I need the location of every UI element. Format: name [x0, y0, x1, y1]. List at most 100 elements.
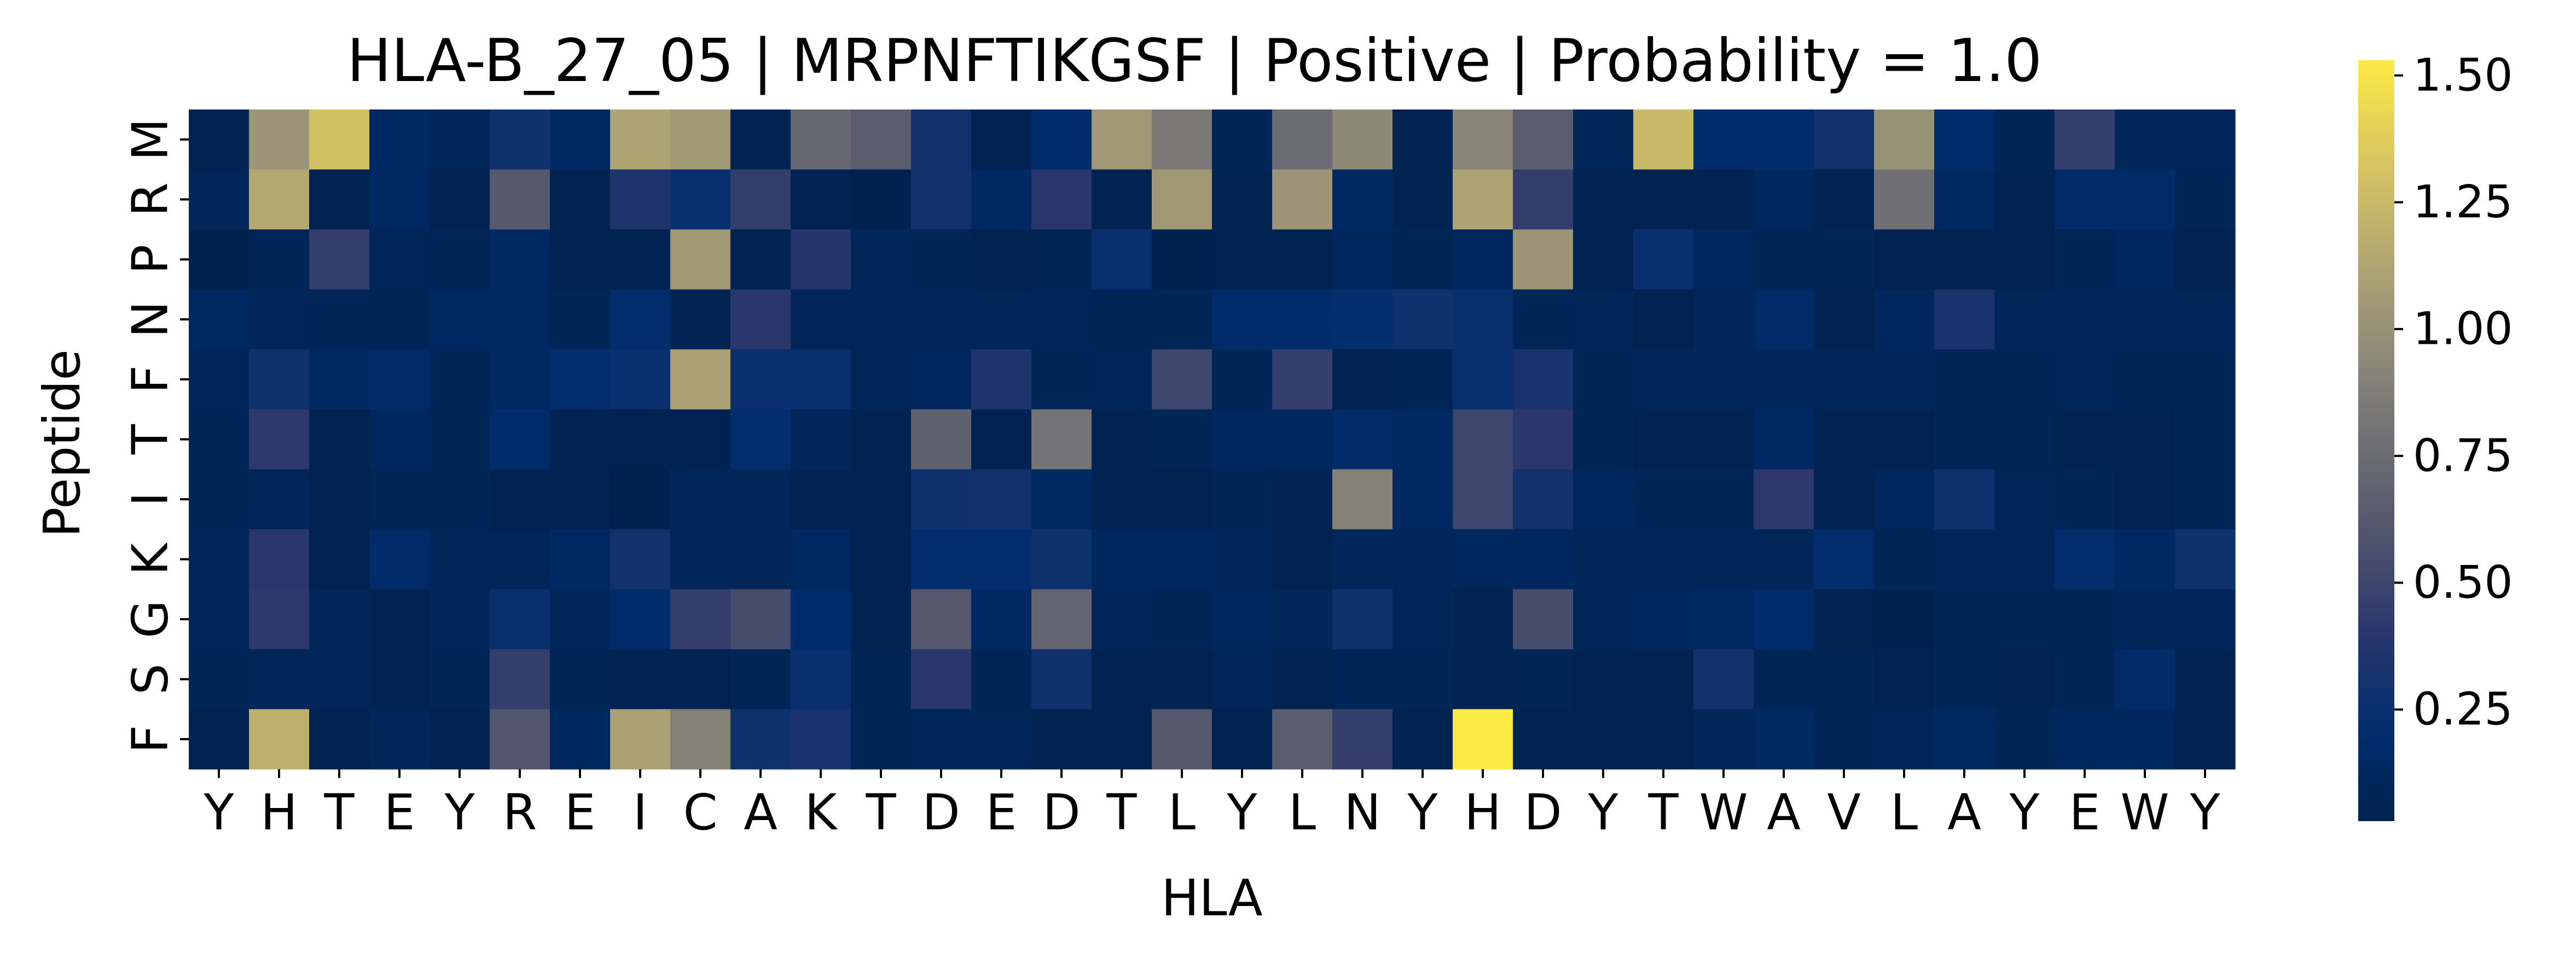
x-tick-label: W — [1699, 784, 1748, 841]
heatmap-cell-N3-A29 — [1934, 289, 1995, 350]
x-tick-label: H — [1464, 784, 1501, 841]
heatmap-cell-I6-T11 — [851, 469, 912, 530]
heatmap-cell-F4-Y20 — [1393, 349, 1453, 410]
heatmap-cell-M0-E3 — [369, 109, 430, 170]
heatmap-cell-S9-E6 — [550, 649, 611, 710]
heatmap-cell-K7-L16 — [1152, 529, 1212, 590]
x-tick-label: R — [503, 784, 537, 841]
heatmap-cell-I6-A29 — [1934, 469, 1995, 530]
heatmap-cell-P2-L28 — [1874, 229, 1935, 290]
heatmap-cell-F10-H21 — [1453, 709, 1513, 770]
heatmap-cell-S9-E13 — [971, 649, 1032, 710]
heatmap-cell-I6-E3 — [369, 469, 430, 530]
heatmap-cell-P2-W32 — [2115, 229, 2175, 290]
heatmap-cell-P2-Y20 — [1393, 229, 1453, 290]
heatmap-cell-N3-Y0 — [189, 289, 250, 350]
heatmap-cell-F4-E3 — [369, 349, 430, 410]
heatmap-cell-M0-Y0 — [189, 109, 250, 170]
heatmap-cell-K7-H1 — [249, 529, 310, 590]
heatmap-cell-N3-W25 — [1693, 289, 1754, 350]
heatmap-cell-N3-Y20 — [1393, 289, 1453, 350]
heatmap-cells — [189, 109, 2236, 770]
heatmap-cell-F10-Y23 — [1573, 709, 1634, 770]
heatmap-cell-T5-W25 — [1693, 409, 1754, 470]
y-tick-label: R — [122, 182, 179, 217]
x-tick-label: T — [324, 784, 355, 841]
heatmap-cell-I6-E6 — [550, 469, 611, 530]
heatmap-cell-M0-H21 — [1453, 109, 1513, 170]
heatmap-cell-M0-V27 — [1814, 109, 1875, 170]
heatmap-cell-F4-T11 — [851, 349, 912, 410]
heatmap-cell-T5-T11 — [851, 409, 912, 470]
heatmap-cell-I6-T2 — [309, 469, 370, 530]
x-tick-label: W — [2121, 784, 2169, 841]
heatmap-cell-S9-Y23 — [1573, 649, 1634, 710]
heatmap-cell-G8-I7 — [610, 589, 671, 650]
heatmap-cell-S9-T24 — [1633, 649, 1694, 710]
heatmap-cell-G8-Y4 — [430, 589, 490, 650]
x-tick-label: Y — [2190, 784, 2221, 841]
heatmap-cell-F10-T11 — [851, 709, 912, 770]
heatmap-cell-F4-K10 — [791, 349, 851, 410]
heatmap-cell-N3-W32 — [2115, 289, 2175, 350]
heatmap-cell-G8-Y17 — [1212, 589, 1273, 650]
heatmap-cell-N3-D14 — [1031, 289, 1092, 350]
heatmap-cell-K7-D12 — [911, 529, 972, 590]
y-tick-label: M — [122, 118, 179, 161]
heatmap-cell-F4-A29 — [1934, 349, 1995, 410]
heatmap-cell-T5-Y4 — [430, 409, 490, 470]
heatmap-cell-T5-W32 — [2115, 409, 2175, 470]
x-tick-label: A — [744, 784, 778, 841]
heatmap-cell-F10-N19 — [1332, 709, 1393, 770]
heatmap-cell-R1-Y20 — [1393, 169, 1453, 230]
heatmap-cell-K7-T15 — [1092, 529, 1152, 590]
heatmap-cell-I6-Y17 — [1212, 469, 1273, 530]
x-tick-label: K — [804, 784, 838, 841]
heatmap-cell-F4-V27 — [1814, 349, 1875, 410]
heatmap-cell-N3-L18 — [1272, 289, 1333, 350]
heatmap-cell-R1-W32 — [2115, 169, 2175, 230]
heatmap-cell-G8-T15 — [1092, 589, 1152, 650]
heatmap-cell-G8-Y33 — [2175, 589, 2236, 650]
heatmap-cell-G8-H1 — [249, 589, 310, 650]
heatmap-cell-M0-Y30 — [1994, 109, 2055, 170]
heatmap-cell-F4-T15 — [1092, 349, 1152, 410]
heatmap-cell-T5-N19 — [1332, 409, 1393, 470]
heatmap-cell-S9-H21 — [1453, 649, 1513, 710]
x-tick-label: V — [1827, 784, 1861, 841]
heatmap-cell-F4-Y0 — [189, 349, 250, 410]
heatmap-cell-K7-Y30 — [1994, 529, 2055, 590]
heatmap-cell-G8-A9 — [730, 589, 791, 650]
x-tick-label: E — [986, 784, 1017, 841]
heatmap-cell-R1-T24 — [1633, 169, 1694, 230]
heatmap-cell-F10-D22 — [1513, 709, 1574, 770]
y-tick-label: F — [122, 365, 179, 394]
heatmap-cell-K7-T24 — [1633, 529, 1694, 590]
heatmap-cell-M0-N19 — [1332, 109, 1393, 170]
heatmap-cell-S9-T11 — [851, 649, 912, 710]
heatmap-cell-S9-Y20 — [1393, 649, 1453, 710]
heatmap-cell-P2-N19 — [1332, 229, 1393, 290]
heatmap-cell-S9-C8 — [670, 649, 731, 710]
heatmap-cell-P2-I7 — [610, 229, 671, 290]
heatmap-cell-F10-E3 — [369, 709, 430, 770]
y-tick-label: G — [122, 600, 179, 638]
heatmap-cell-N3-E31 — [2055, 289, 2115, 350]
heatmap-cell-P2-E3 — [369, 229, 430, 290]
heatmap-cell-M0-A29 — [1934, 109, 1995, 170]
heatmap-cell-T5-I7 — [610, 409, 671, 470]
heatmap-cell-G8-V27 — [1814, 589, 1875, 650]
heatmap-cell-P2-A29 — [1934, 229, 1995, 290]
heatmap-cell-K7-T2 — [309, 529, 370, 590]
heatmap-cell-R1-H21 — [1453, 169, 1513, 230]
heatmap-cell-M0-T11 — [851, 109, 912, 170]
heatmap-cell-S9-A26 — [1754, 649, 1814, 710]
heatmap-cell-I6-N19 — [1332, 469, 1393, 530]
heatmap-cell-F10-Y17 — [1212, 709, 1273, 770]
heatmap-cell-K7-A26 — [1754, 529, 1814, 590]
heatmap-cell-F4-R5 — [490, 349, 550, 410]
heatmap-cell-N3-I7 — [610, 289, 671, 350]
heatmap-cell-M0-A9 — [730, 109, 791, 170]
heatmap-cell-I6-R5 — [490, 469, 550, 530]
